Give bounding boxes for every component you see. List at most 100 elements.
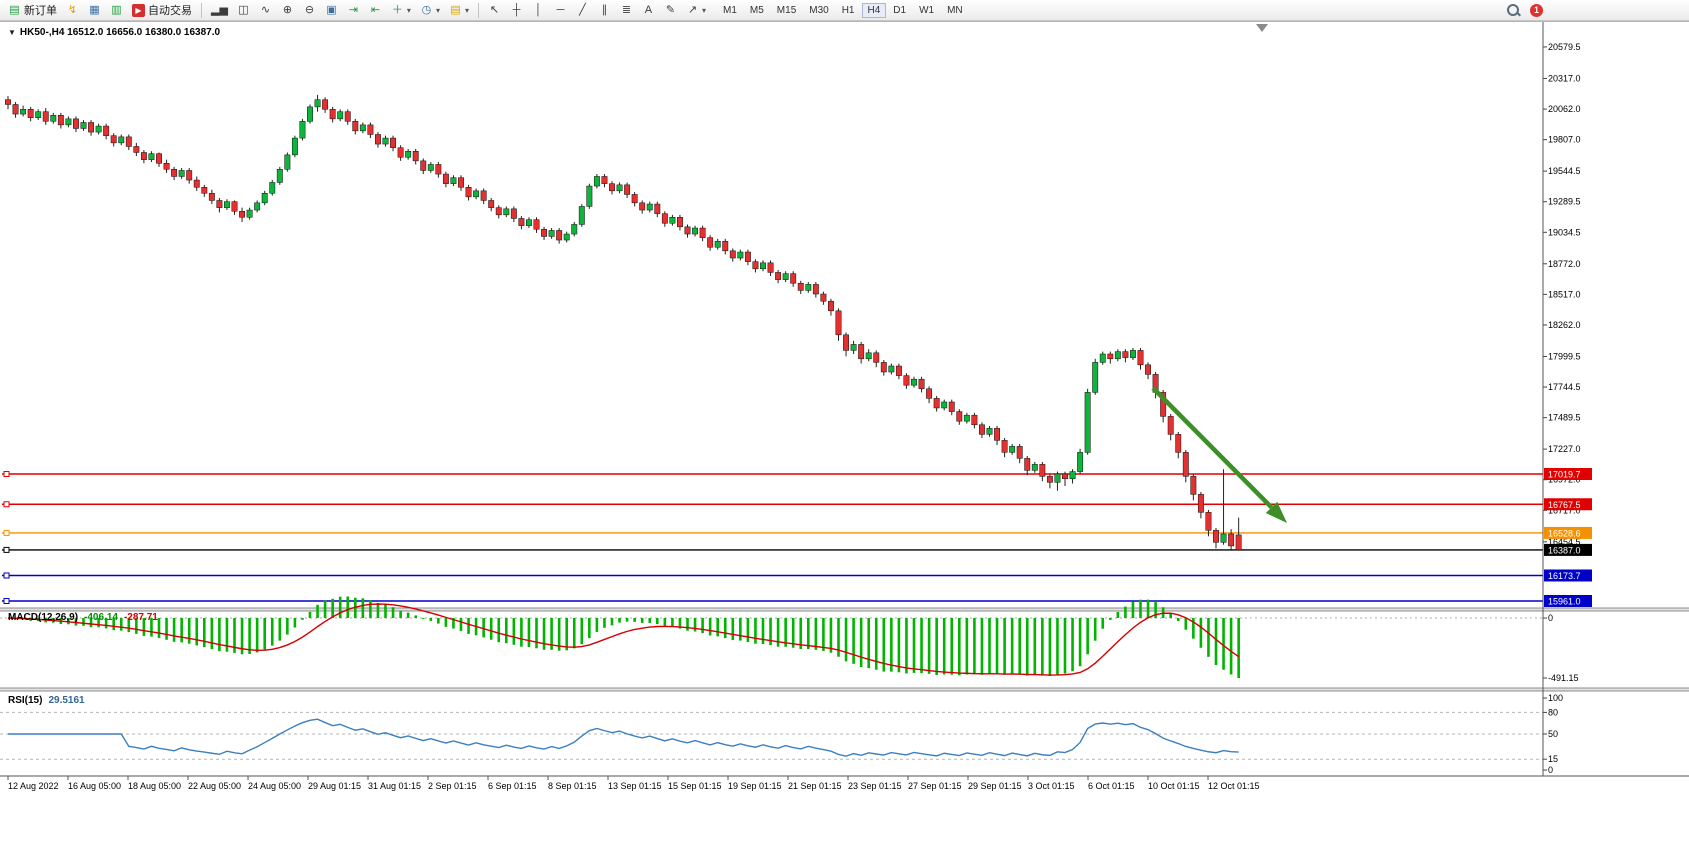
timeframe-button[interactable]: M1 [722, 4, 737, 16]
timeframe-button[interactable]: M5 [749, 4, 764, 16]
vertical-line-button[interactable]: │ [528, 1, 549, 19]
candle-body [707, 237, 714, 248]
candle-body [526, 219, 532, 226]
timeframe-button[interactable]: H1 [841, 4, 855, 16]
timeframe-button[interactable]: D1 [893, 4, 907, 16]
date-axis-label: 23 Sep 01:15 [848, 781, 902, 791]
auto-scroll-button[interactable]: ⇥ [343, 1, 364, 19]
profiles-button[interactable]: ▥ [106, 1, 127, 19]
price-axis-label: 19034.5 [1548, 227, 1581, 237]
timeframe-button[interactable]: M15 [776, 4, 797, 16]
profiles-icon: ▥ [111, 3, 122, 16]
candle-body [1054, 473, 1061, 483]
candle-body [873, 352, 880, 363]
hline-anchor[interactable] [3, 598, 10, 605]
auto-scroll-icon: ⇥ [348, 3, 359, 16]
zoom-out-button[interactable]: ⊖ [299, 1, 320, 19]
date-axis-label: 16 Aug 05:00 [68, 781, 121, 791]
hline-anchor[interactable] [3, 546, 10, 553]
price-axis-label: 18262.0 [1548, 320, 1581, 330]
notifications-badge[interactable]: 1 [1530, 3, 1543, 17]
timeframe-button[interactable]: MN [947, 4, 963, 16]
crosshair-button[interactable]: ┼ [506, 1, 527, 19]
candle-body [216, 200, 223, 208]
periods-button[interactable]: ◷ ▾ [416, 1, 444, 19]
channel-button[interactable]: ∥ [594, 1, 615, 19]
candle-body [828, 300, 834, 312]
timeframe-button[interactable]: W1 [919, 4, 935, 16]
candle-body [367, 124, 374, 135]
candle-body [661, 213, 668, 224]
fibonacci-button[interactable]: ≣ [616, 1, 637, 19]
candle-body [375, 134, 381, 145]
candle-body [269, 182, 276, 194]
candle-body [65, 118, 72, 126]
candle-body [344, 111, 351, 122]
zoom-in-button[interactable]: ⊕ [277, 1, 298, 19]
timeframe-button[interactable]: M30 [809, 4, 829, 16]
one-click-trading-icon[interactable]: ▼ [8, 28, 16, 37]
candle-body [895, 365, 902, 376]
line-chart-button[interactable]: ∿ [255, 1, 276, 19]
price-axis-label: 19289.5 [1548, 197, 1581, 207]
vertical-line-icon: │ [535, 3, 542, 16]
candle-body [986, 428, 993, 435]
price-axis-label: 18772.0 [1548, 259, 1581, 269]
trend-arrow-head[interactable] [1265, 501, 1287, 523]
auto-trading-button[interactable]: ▶ 自动交易 [128, 1, 196, 19]
timeframe-button[interactable]: H4 [861, 2, 887, 18]
candle-body [843, 334, 849, 351]
new-order-label: 新订单 [24, 5, 57, 17]
shapes-button[interactable]: ↗ ▾ [682, 1, 710, 19]
bar-chart-button[interactable]: ▂▅ [207, 1, 232, 19]
trendline-button[interactable]: ╱ [572, 1, 593, 19]
hline-anchor[interactable] [3, 471, 10, 477]
candle-body [692, 227, 698, 235]
new-order-icon: ▤ [9, 3, 20, 16]
cursor-button[interactable]: ↖ [484, 1, 505, 19]
hline-anchor[interactable] [3, 572, 10, 579]
text-label-button[interactable]: ✎ [660, 1, 681, 19]
candle-body [593, 176, 600, 187]
text-button[interactable]: A [638, 1, 659, 19]
search-icon[interactable] [1507, 3, 1520, 17]
rsi-name: RSI(15) [8, 695, 43, 706]
horizontal-line-button[interactable]: ─ [550, 1, 571, 19]
candle-body [911, 378, 917, 386]
templates-button[interactable]: ▤ ▾ [445, 1, 473, 19]
candle-body [1160, 392, 1167, 417]
candle-body [163, 163, 170, 170]
price-axis-label: 17744.5 [1548, 382, 1581, 392]
price-tag-label: 16767.5 [1548, 500, 1581, 510]
candle-body [971, 414, 978, 426]
candle-body [254, 202, 261, 211]
hline-anchor[interactable] [3, 529, 10, 536]
candle-body [1031, 464, 1038, 471]
candlestick-button[interactable]: ◫ [233, 1, 254, 19]
date-axis-label: 21 Sep 01:15 [788, 781, 842, 791]
candle-body [1084, 392, 1091, 453]
candle-body [284, 154, 291, 170]
panel-separator[interactable] [0, 608, 1689, 611]
date-axis-label: 24 Aug 05:00 [248, 781, 301, 791]
hline-anchor[interactable] [3, 501, 10, 508]
rsi-axis-label: 0 [1548, 765, 1553, 775]
chart-shift-button[interactable]: ⇤ [365, 1, 386, 19]
favorites-button[interactable]: ↯ [62, 1, 83, 19]
trend-arrow[interactable] [1151, 386, 1274, 509]
candle-body [299, 121, 306, 139]
candle-body [699, 227, 706, 238]
candle-body [1122, 351, 1129, 358]
date-axis-label: 27 Sep 01:15 [908, 781, 962, 791]
new-order-button[interactable]: ▤ 新订单 [4, 1, 61, 19]
price-axis-label: 20317.0 [1548, 73, 1581, 83]
tile-windows-button[interactable]: ▣ [321, 1, 342, 19]
candle-body [322, 99, 329, 110]
charts-button[interactable]: ▦ [84, 1, 105, 19]
candle-body [1107, 353, 1114, 360]
favorites-icon: ↯ [67, 3, 78, 16]
panel-separator[interactable] [0, 688, 1689, 691]
candle-body [941, 401, 948, 409]
indicators-button[interactable]: ＋ ▾ [387, 1, 415, 19]
